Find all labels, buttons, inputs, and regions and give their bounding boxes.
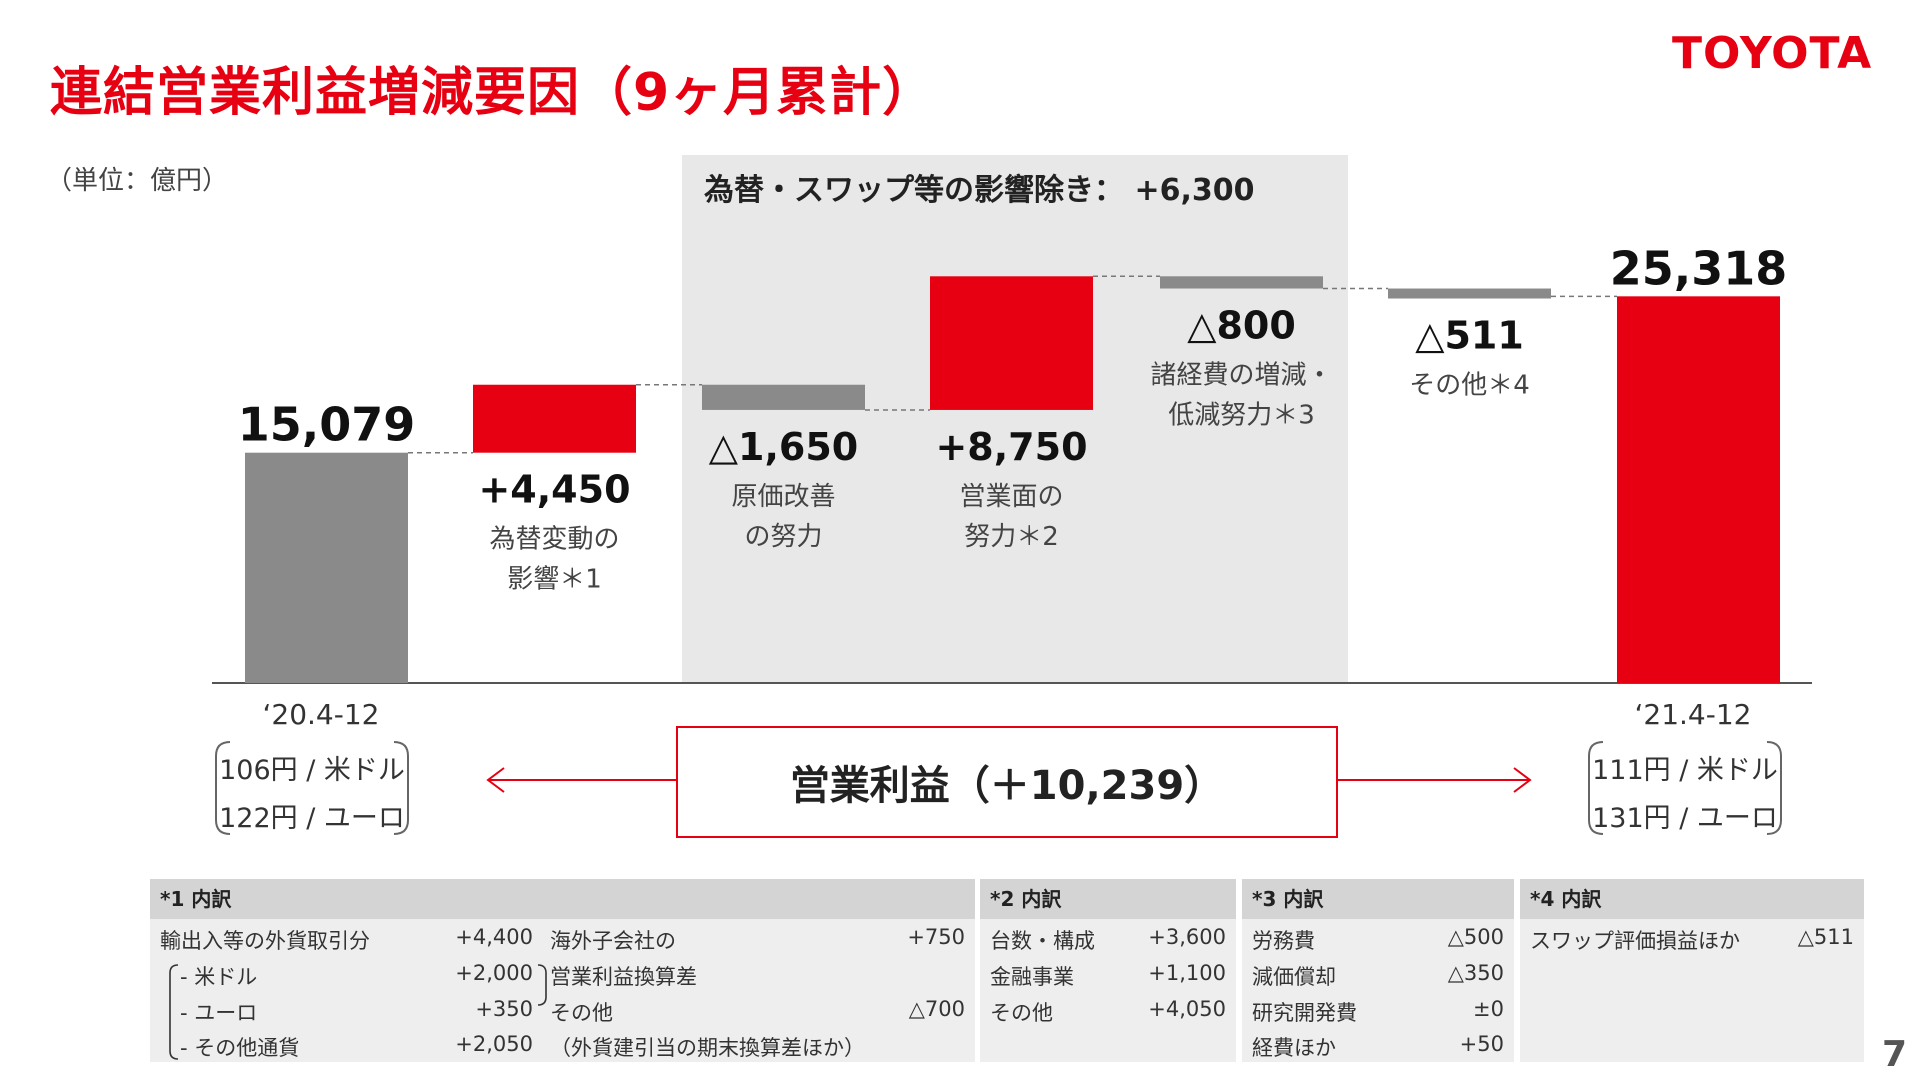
bracket-right-icon xyxy=(537,964,547,1006)
bracket-outline xyxy=(215,741,409,835)
value-label: 15,079 xyxy=(238,398,416,452)
note1-left-value: +2,050 xyxy=(455,1032,533,1056)
note4-value: △511 xyxy=(1797,925,1854,949)
desc-label: 努力＊2 xyxy=(964,522,1059,552)
note2-label: その他 xyxy=(990,1001,1053,1025)
note1-left-value: +350 xyxy=(475,997,533,1021)
bar xyxy=(473,384,636,453)
note3-label: 研究開発費 xyxy=(1252,1001,1357,1025)
period-start-label: ‘20.4-12 xyxy=(262,698,380,731)
note1-right-value: △700 xyxy=(908,997,965,1021)
bar xyxy=(1617,296,1780,683)
operating-profit-box: 営業利益（＋10,239） xyxy=(676,726,1338,838)
desc-label: 低減努力＊3 xyxy=(1168,401,1315,431)
value-label: △1,650 xyxy=(709,425,858,469)
rate-eur-start: 122円 / ユーロ xyxy=(219,803,405,834)
note1-left-label: - ユーロ xyxy=(180,1001,258,1025)
note1-left-label: 輸出入等の外貨取引分 xyxy=(160,929,370,953)
value-label: 25,318 xyxy=(1610,241,1788,295)
bar xyxy=(1160,276,1323,289)
page-title: 連結営業利益増減要因（9ヶ月累計） xyxy=(50,63,936,123)
desc-label: その他＊4 xyxy=(1409,371,1530,401)
note-table-1: *1 内訳 輸出入等の外貨取引分 +4,400 - 米ドル +2,000 - ユ… xyxy=(150,879,975,1062)
note1-left-label: - 米ドル xyxy=(180,965,258,989)
arrow-left-icon xyxy=(486,767,676,793)
value-label: +8,750 xyxy=(935,425,1087,469)
note2-value: +1,100 xyxy=(1148,961,1226,985)
note3-label: 労務費 xyxy=(1252,929,1315,953)
note3-value: △500 xyxy=(1447,925,1504,949)
desc-label: 諸経費の増減・ xyxy=(1150,361,1332,391)
value-label: △511 xyxy=(1415,314,1524,358)
note-table-1-head: *1 内訳 xyxy=(150,879,975,919)
desc-label: 為替変動の xyxy=(489,525,619,555)
note2-value: +4,050 xyxy=(1148,997,1226,1021)
note4-label: スワップ評価損益ほか xyxy=(1530,929,1740,953)
page-number: 7 xyxy=(1882,1034,1908,1075)
note3-value: +50 xyxy=(1459,1032,1504,1056)
note1-left-value: +4,400 xyxy=(455,925,533,949)
note-table-4: *4 内訳 スワップ評価損益ほか △511 xyxy=(1520,879,1864,1062)
rate-eur-end: 131円 / ユーロ xyxy=(1592,803,1778,834)
waterfall-chart: 為替・スワップ等の影響除き： +6,300 15,079 +4,450 為替変動の影響… xyxy=(212,155,1812,684)
bar xyxy=(930,276,1093,410)
note1-right-label: 営業利益換算差 xyxy=(550,965,697,989)
note3-label: 経費ほか xyxy=(1252,1036,1336,1060)
bar xyxy=(1388,288,1551,299)
rate-usd-start: 106円 / 米ドル xyxy=(219,755,405,786)
note-table-2: *2 内訳 台数・構成 +3,600 金融事業 +1,100 その他 +4,05… xyxy=(980,879,1236,1062)
note2-value: +3,600 xyxy=(1148,925,1226,949)
unit-label: （単位：億円） xyxy=(46,166,229,196)
desc-label: 影響＊1 xyxy=(507,565,602,595)
note-table-3-head: *3 内訳 xyxy=(1242,879,1514,919)
shaded-region-label: 為替・スワップ等の影響除き： +6,300 xyxy=(704,173,1254,208)
rate-box-end: 111円 / 米ドル 131円 / ユーロ xyxy=(1585,740,1785,836)
note-table-3: *3 内訳 労務費 △500 減価償却 △350 研究開発費 ±0 経費ほか +… xyxy=(1242,879,1514,1062)
note3-value: △350 xyxy=(1447,961,1504,985)
note1-right-label: （外貨建引当の期末換算差ほか） xyxy=(550,1036,865,1060)
note-table-4-head: *4 内訳 xyxy=(1520,879,1864,919)
desc-label: 原価改善 xyxy=(731,482,835,512)
note1-left-value: +2,000 xyxy=(455,961,533,985)
rate-usd-end: 111円 / 米ドル xyxy=(1592,755,1778,786)
value-label: +4,450 xyxy=(478,468,630,512)
desc-label: の努力 xyxy=(744,522,822,552)
value-label: △800 xyxy=(1187,304,1296,348)
bracket-left-icon xyxy=(169,964,179,1060)
note2-label: 金融事業 xyxy=(990,965,1074,989)
note1-right-value: +750 xyxy=(907,925,965,949)
note3-label: 減価償却 xyxy=(1252,965,1336,989)
toyota-logo: TOYOTA xyxy=(1672,28,1873,79)
bar xyxy=(245,452,408,683)
note1-right-label: その他 xyxy=(550,1001,613,1025)
note1-left-label: - その他通貨 xyxy=(180,1036,300,1060)
note1-right-label: 海外子会社の xyxy=(550,929,676,953)
desc-label: 営業面の xyxy=(959,482,1063,512)
period-end-label: ‘21.4-12 xyxy=(1634,698,1752,731)
arrow-right-icon xyxy=(1336,767,1532,793)
note-table-2-head: *2 内訳 xyxy=(980,879,1236,919)
rate-box-start: 106円 / 米ドル 122円 / ユーロ xyxy=(212,740,412,836)
bar xyxy=(702,384,865,410)
shaded-region xyxy=(682,155,1348,683)
note3-value: ±0 xyxy=(1473,997,1504,1021)
bracket-outline xyxy=(1588,741,1782,835)
note2-label: 台数・構成 xyxy=(990,929,1095,953)
